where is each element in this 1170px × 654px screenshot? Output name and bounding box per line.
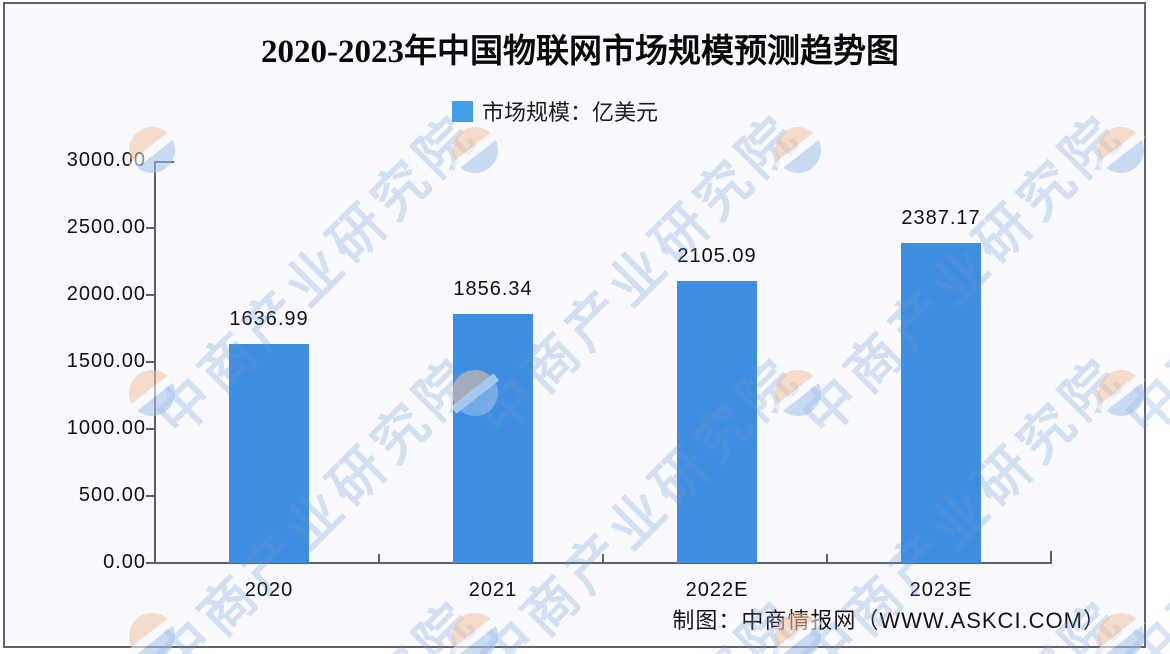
x-axis-tick [378,554,380,562]
x-axis-tick [826,554,828,562]
y-axis-tick-label: 2000.00 [66,283,146,305]
bar [229,344,309,563]
bar [677,281,757,563]
y-axis-tick [146,562,154,564]
bar-value-label: 2105.09 [677,245,757,267]
y-axis-endcap-tick [156,161,174,163]
y-axis-tick-label: 0.00 [103,551,146,573]
y-axis-tick [146,294,154,296]
x-axis-category-label: 2020 [244,579,294,601]
y-axis-tick-label: 3000.00 [66,149,146,171]
x-axis-line [154,562,1052,564]
legend-label: 市场规模：亿美元 [482,100,659,125]
bar [453,314,533,563]
x-axis-category-label: 2023E [909,579,973,601]
bar-value-label: 1856.34 [453,278,533,300]
x-axis-category-label: 2022E [685,579,749,601]
x-axis-category-label: 2021 [468,579,518,601]
y-axis-tick [146,428,154,430]
y-axis-tick-label: 2500.00 [66,216,146,238]
x-axis-tick [602,554,604,562]
y-axis-line [154,161,156,564]
y-axis-tick [146,495,154,497]
y-axis-tick [146,361,154,363]
source-credit: 制图：中商情报网（WWW.ASKCI.COM） [672,608,1106,633]
bar-value-label: 1636.99 [229,308,309,330]
y-axis-tick [146,227,154,229]
bar [901,243,981,563]
x-axis-endcap-tick [1050,551,1052,562]
chart-title: 2020-2023年中国物联网市场规模预测趋势图 [261,34,899,70]
bar-value-label: 2387.17 [901,207,981,229]
y-axis-tick-label: 500.00 [78,484,146,506]
y-axis-tick-label: 1000.00 [66,417,146,439]
legend-swatch-icon [452,100,473,122]
y-axis-tick-label: 1500.00 [66,350,146,372]
legend: 市场规模：亿美元 [452,95,658,127]
